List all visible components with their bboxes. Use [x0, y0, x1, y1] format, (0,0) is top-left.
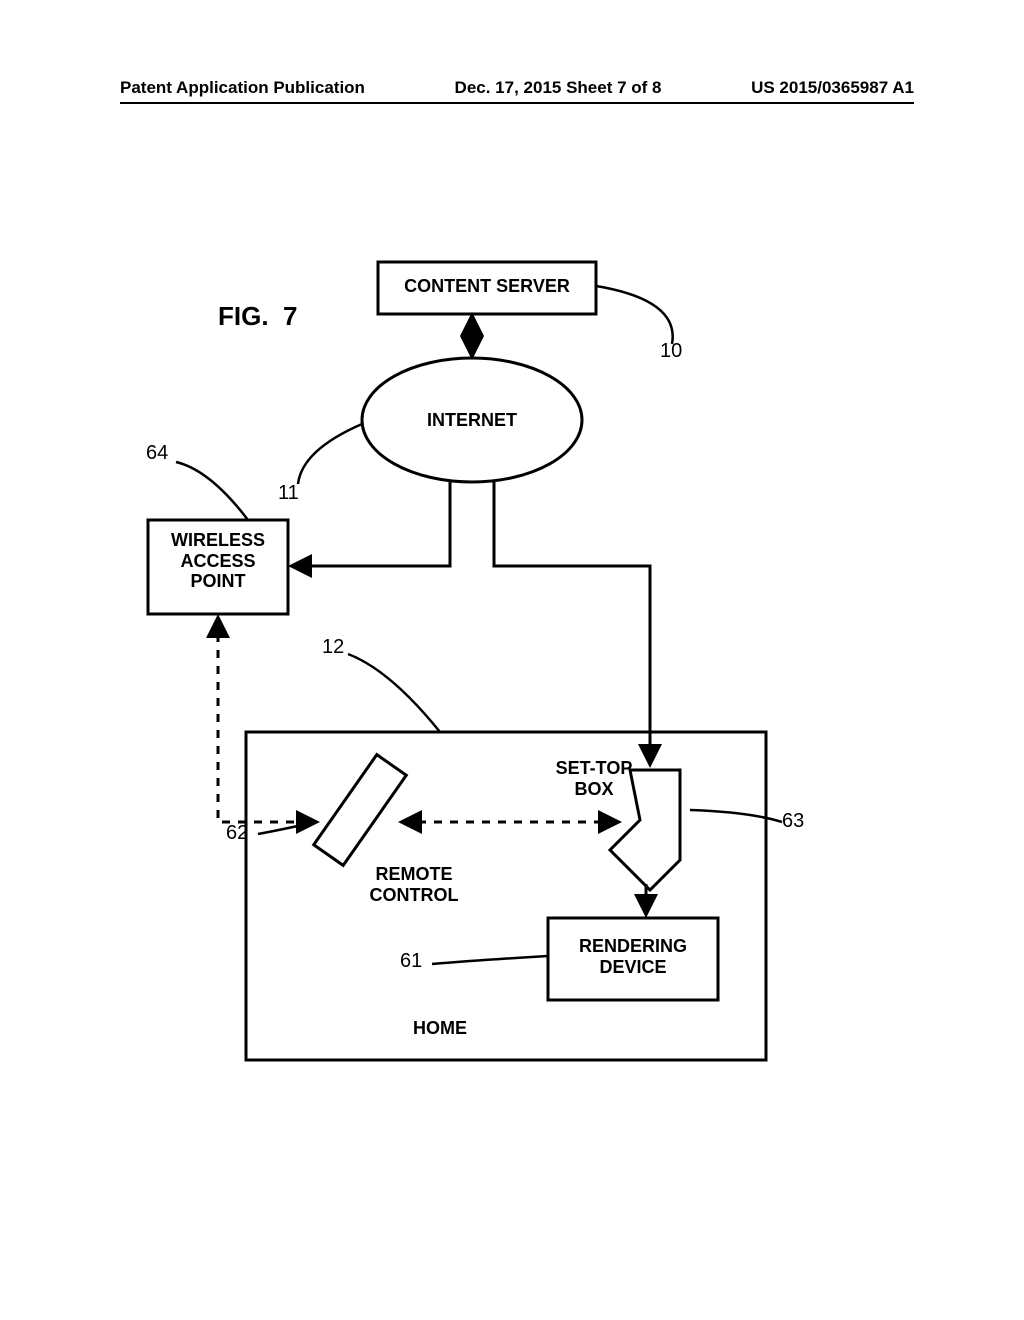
diagram-svg: Remote (dashed, double arrow, vertical t… [0, 0, 1024, 1320]
leader-62 [258, 822, 316, 834]
leader-63 [690, 810, 782, 822]
leader-61 [432, 956, 548, 964]
edge-wap-remote [218, 618, 316, 822]
remote-label: REMOTE CONTROL [334, 864, 494, 905]
remote-control-shape [314, 755, 407, 866]
edge-internet-wap [292, 482, 450, 566]
ref-64: 64 [146, 442, 168, 465]
home-box [246, 732, 766, 1060]
home-label: HOME [360, 1018, 520, 1039]
internet-label: INTERNET [362, 410, 582, 431]
edge-internet-stb [494, 482, 650, 764]
ref-12: 12 [322, 636, 344, 659]
content-server-label: CONTENT SERVER [378, 276, 596, 297]
wap-label: WIRELESS ACCESS POINT [148, 530, 288, 592]
leader-64 [176, 462, 248, 520]
ref-10: 10 [660, 340, 682, 363]
ref-62: 62 [226, 822, 248, 845]
leader-11 [298, 424, 362, 484]
render-label: RENDERING DEVICE [548, 936, 718, 977]
page: Patent Application Publication Dec. 17, … [0, 0, 1024, 1320]
ref-61: 61 [400, 950, 422, 973]
leader-10 [596, 286, 673, 344]
ref-63: 63 [782, 810, 804, 833]
ref-11: 11 [278, 482, 299, 505]
leader-12 [348, 654, 440, 732]
stb-label: SET-TOP BOX [534, 758, 654, 799]
